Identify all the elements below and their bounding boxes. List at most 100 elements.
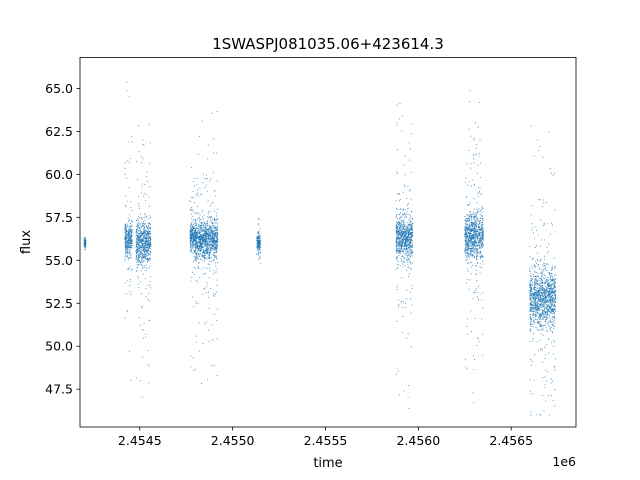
data-point — [466, 326, 468, 328]
data-point — [198, 225, 200, 228]
data-point — [128, 253, 130, 255]
data-point — [555, 273, 557, 276]
data-point — [193, 240, 195, 242]
data-point — [464, 215, 466, 217]
data-point — [200, 382, 202, 385]
data-point — [477, 193, 479, 195]
data-point — [479, 220, 481, 222]
data-point — [195, 268, 197, 270]
data-point — [198, 212, 200, 214]
data-point — [210, 249, 212, 251]
data-point — [477, 299, 479, 301]
data-point — [400, 253, 402, 255]
data-point — [481, 244, 483, 247]
data-point — [476, 226, 478, 228]
data-point — [475, 237, 477, 239]
data-point — [215, 255, 217, 257]
data-point — [148, 300, 150, 302]
data-point — [205, 174, 207, 176]
data-point — [206, 240, 208, 242]
data-point — [192, 369, 195, 372]
data-point — [208, 242, 210, 244]
data-point — [552, 313, 554, 315]
data-point — [546, 246, 548, 248]
data-point — [128, 246, 130, 248]
data-point — [406, 254, 408, 256]
data-point — [129, 158, 131, 160]
data-point — [216, 319, 218, 321]
data-point — [136, 245, 138, 247]
data-point — [203, 223, 205, 225]
data-point — [207, 249, 209, 251]
data-point — [138, 317, 140, 319]
data-point — [465, 249, 468, 251]
data-point — [542, 285, 544, 287]
data-point — [141, 245, 143, 247]
data-point — [202, 249, 204, 251]
data-point — [476, 241, 478, 243]
data-point — [532, 312, 535, 314]
data-point — [552, 320, 554, 322]
data-point — [207, 246, 209, 248]
data-point — [135, 161, 138, 163]
data-point — [137, 244, 139, 246]
data-point — [190, 232, 192, 234]
data-point — [408, 273, 411, 275]
data-point — [139, 281, 141, 283]
data-point — [205, 286, 207, 288]
data-point — [214, 234, 216, 236]
data-point — [467, 271, 469, 273]
data-point — [411, 262, 413, 264]
data-point — [549, 319, 551, 321]
data-point — [466, 244, 468, 246]
data-point — [195, 234, 197, 236]
data-point — [480, 245, 482, 247]
data-point — [147, 243, 149, 245]
data-point — [407, 396, 409, 398]
data-point — [547, 272, 550, 274]
data-point — [476, 265, 478, 267]
data-point — [468, 128, 470, 130]
data-point — [543, 283, 546, 285]
data-point — [257, 233, 259, 235]
data-point — [197, 266, 199, 268]
data-point — [212, 226, 214, 228]
data-point — [257, 251, 259, 253]
data-point — [215, 226, 217, 228]
data-point — [131, 226, 133, 228]
data-point — [217, 232, 219, 234]
data-point — [478, 229, 480, 231]
data-point — [469, 246, 471, 248]
data-point — [210, 232, 213, 234]
data-point — [149, 253, 151, 255]
data-point — [410, 298, 412, 300]
data-point — [198, 195, 200, 197]
data-point — [465, 254, 467, 257]
data-point — [190, 280, 192, 282]
data-point — [137, 257, 139, 259]
data-point — [141, 257, 143, 259]
data-point — [482, 243, 484, 245]
data-point — [149, 222, 151, 225]
data-point — [464, 248, 466, 250]
data-point — [211, 324, 213, 326]
data-point — [142, 232, 144, 234]
data-point — [215, 236, 217, 238]
data-point — [465, 220, 467, 222]
data-point — [257, 240, 259, 243]
data-point — [198, 227, 200, 229]
data-point — [482, 218, 484, 220]
data-point — [474, 222, 476, 224]
data-point — [397, 261, 399, 263]
data-point — [396, 213, 398, 216]
data-point — [398, 248, 400, 250]
data-point — [405, 213, 407, 215]
data-point — [475, 254, 478, 256]
data-point — [482, 235, 484, 237]
data-point — [197, 233, 199, 235]
data-point — [482, 307, 484, 309]
data-point — [124, 162, 126, 164]
data-point — [189, 232, 191, 234]
data-point — [197, 227, 199, 229]
data-point — [137, 125, 140, 127]
